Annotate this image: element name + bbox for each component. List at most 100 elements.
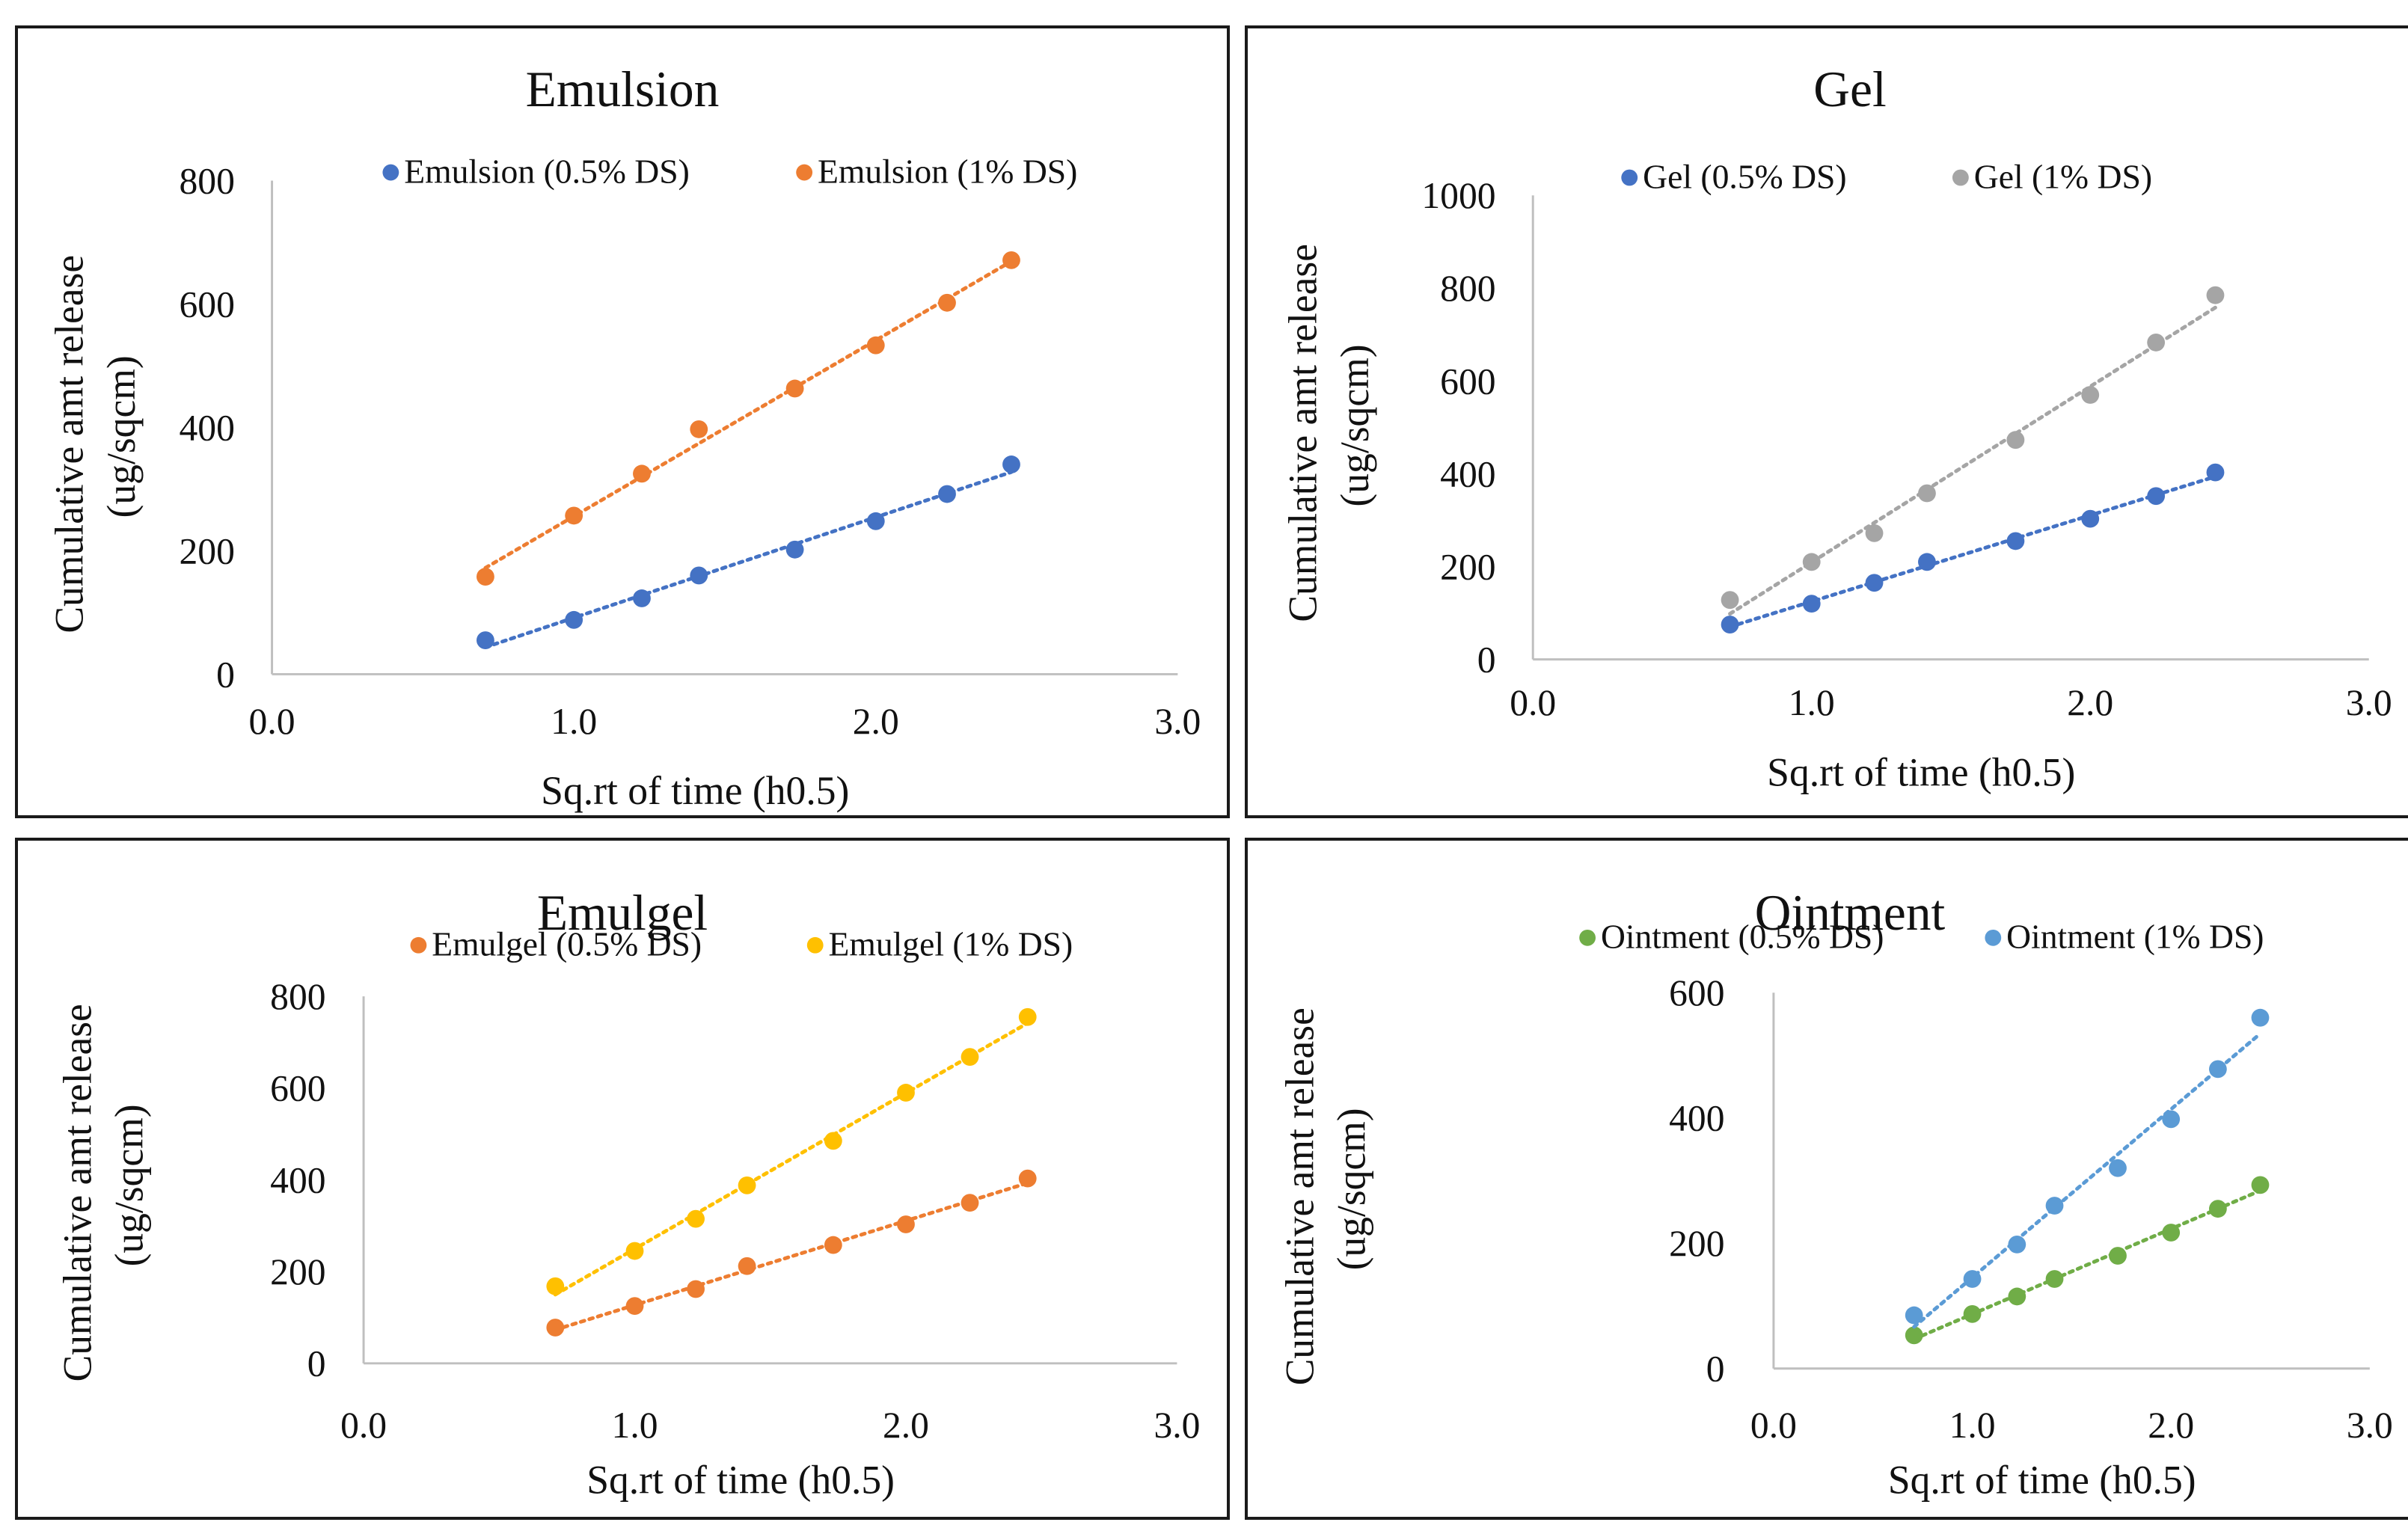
y-axis-label-line1: Cumulative amt release	[55, 1004, 99, 1381]
x-axis-label: Sq.rt of time (h0.5)	[1888, 1457, 2196, 1502]
data-point	[824, 1132, 842, 1150]
data-point	[1802, 553, 1821, 571]
x-tick-label: 3.0	[1154, 1405, 1200, 1446]
data-point	[1918, 484, 1936, 503]
x-tick-label: 0.0	[340, 1405, 387, 1446]
x-axis-label: Sq.rt of time (h0.5)	[586, 1457, 895, 1502]
legend-marker	[1621, 169, 1638, 186]
data-point	[1963, 1304, 1982, 1323]
data-point	[938, 485, 956, 503]
y-axis-label-line1: Cumulative amt release	[46, 255, 91, 633]
x-tick-label: 1.0	[1789, 682, 1835, 723]
y-tick-label: 600	[270, 1068, 325, 1109]
legend-entry: Emulgel (1% DS)	[829, 925, 1073, 963]
legend-marker	[1985, 929, 2002, 946]
data-point	[476, 631, 494, 649]
y-axis-label-line2: (ug/sqcm)	[99, 355, 144, 518]
y-axis-label-line2: (ug/sqcm)	[107, 1104, 152, 1266]
y-tick-label: 600	[1440, 361, 1495, 402]
y-tick-label: 0	[1477, 639, 1496, 680]
data-point	[897, 1215, 915, 1233]
y-tick-label: 0	[1706, 1349, 1725, 1390]
y-tick-label: 600	[1669, 972, 1724, 1013]
data-point	[738, 1257, 756, 1275]
y-tick-label: 1000	[1421, 175, 1495, 216]
data-point	[690, 420, 708, 438]
chart-panel-emulsion: Emulsion 0 200 400 600 800 0.0 1.0 2.0 3.0 Sq.rt o…	[15, 25, 1230, 818]
x-tick-label: 2.0	[883, 1405, 929, 1446]
data-point	[565, 610, 583, 629]
data-point	[633, 589, 651, 607]
chart-ointment: Ointment 0 200 400 600 0.0 1.0 2.0 3.0 Sq.rt of t…	[1277, 885, 2393, 1502]
y-tick-label: 800	[180, 160, 235, 201]
x-tick-label: 0.0	[1750, 1405, 1797, 1446]
legend-entry: Ointment (0.5% DS)	[1601, 918, 1884, 956]
x-tick-label: 3.0	[1154, 701, 1201, 742]
data-point	[1002, 455, 1020, 473]
data-point	[2081, 509, 2100, 528]
data-point	[1905, 1306, 1923, 1325]
data-point	[2006, 431, 2025, 450]
data-point	[546, 1277, 565, 1295]
data-point	[2006, 532, 2025, 550]
data-point	[546, 1319, 565, 1337]
y-tick-label: 800	[1440, 268, 1495, 309]
y-axis-label-line2: (ug/sqcm)	[1329, 1108, 1374, 1270]
legend-marker	[1952, 169, 1969, 186]
x-tick-label: 1.0	[612, 1405, 658, 1446]
data-point	[2147, 487, 2166, 506]
legend-entry: Emulgel (0.5% DS)	[432, 925, 702, 963]
data-point	[625, 1242, 644, 1260]
x-tick-label: 2.0	[2067, 682, 2113, 723]
data-point	[1963, 1270, 1982, 1288]
chart-panel-emulgel: Emulgel 0 200 400 600 800 0.0 1.0 2.0 3.0 Sq.rt of…	[15, 838, 1230, 1520]
data-point	[2109, 1159, 2127, 1177]
chart-emulgel: Emulgel 0 200 400 600 800 0.0 1.0 2.0 3.0 Sq.rt of…	[55, 885, 1200, 1502]
x-tick-label: 0.0	[1510, 682, 1556, 723]
data-point	[1865, 524, 1884, 542]
data-point	[633, 464, 651, 483]
data-point	[785, 379, 804, 398]
data-point	[2251, 1176, 2270, 1194]
data-point	[961, 1194, 979, 1212]
legend-marker	[382, 164, 399, 181]
legend-entry: Emulsion (1% DS)	[818, 152, 1077, 190]
x-axis-label: Sq.rt of time (h0.5)	[1767, 749, 2075, 794]
data-point	[1802, 595, 1821, 613]
data-point	[2008, 1236, 2026, 1254]
y-axis-label-line2: (ug/sqcm)	[1332, 344, 1377, 506]
y-tick-label: 800	[270, 976, 325, 1017]
data-point	[938, 293, 956, 312]
chart-title: Emulgel	[537, 885, 708, 941]
x-tick-label: 3.0	[2347, 1405, 2393, 1446]
y-tick-label: 200	[270, 1251, 325, 1292]
trendline	[1728, 305, 2217, 616]
data-point	[687, 1280, 705, 1298]
y-tick-label: 400	[1440, 453, 1495, 494]
y-tick-label: 200	[1669, 1223, 1724, 1264]
data-point	[625, 1297, 644, 1316]
x-axis-label: Sq.rt of time (h0.5)	[541, 768, 849, 813]
x-tick-label: 2.0	[2148, 1405, 2194, 1446]
y-tick-label: 0	[216, 654, 235, 695]
data-point	[687, 1209, 705, 1228]
legend-marker	[410, 936, 427, 954]
data-point	[785, 540, 804, 559]
data-point	[1865, 574, 1884, 592]
data-point	[738, 1176, 756, 1194]
legend-entry: Gel (0.5% DS)	[1643, 157, 1847, 195]
data-point	[2109, 1247, 2127, 1265]
data-point	[2008, 1287, 2026, 1306]
data-point	[2045, 1270, 2064, 1288]
data-point	[897, 1084, 915, 1102]
y-axis-label-line1: Cumulative amt release	[1277, 1007, 1322, 1385]
data-point	[2209, 1060, 2227, 1079]
y-tick-label: 400	[180, 407, 235, 448]
x-tick-label: 2.0	[853, 701, 899, 742]
y-tick-label: 400	[270, 1159, 325, 1200]
data-point	[1018, 1007, 1037, 1026]
data-point	[2147, 334, 2166, 352]
chart-gel: Gel 0 200 400 600 800 1000 0.0 1.0 2.0 3.0 Sq.rt of…	[1280, 61, 2392, 794]
y-tick-label: 200	[180, 530, 235, 571]
data-point	[961, 1048, 979, 1067]
